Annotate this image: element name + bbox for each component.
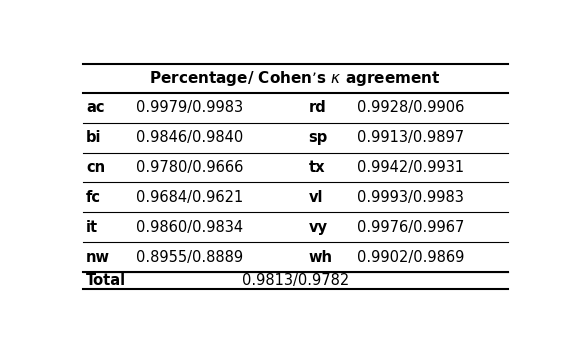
Text: tx: tx xyxy=(308,160,325,175)
Text: vy: vy xyxy=(308,220,327,235)
Text: Total: Total xyxy=(86,273,126,288)
Text: 0.9993/0.9983: 0.9993/0.9983 xyxy=(357,190,464,205)
Text: sp: sp xyxy=(308,130,328,145)
Text: 0.9813/0.9782: 0.9813/0.9782 xyxy=(241,273,349,288)
Text: 0.9979/0.9983: 0.9979/0.9983 xyxy=(135,100,242,115)
Text: 0.8955/0.8889: 0.8955/0.8889 xyxy=(135,250,242,265)
Text: bi: bi xyxy=(86,130,101,145)
Text: 0.9913/0.9897: 0.9913/0.9897 xyxy=(357,130,464,145)
Text: wh: wh xyxy=(308,250,332,265)
Text: 0.9780/0.9666: 0.9780/0.9666 xyxy=(135,160,243,175)
Text: it: it xyxy=(86,220,98,235)
Text: 0.9976/0.9967: 0.9976/0.9967 xyxy=(357,220,465,235)
Text: 0.9860/0.9834: 0.9860/0.9834 xyxy=(135,220,242,235)
Text: Percentage/ Cohen’s $\kappa$ agreement: Percentage/ Cohen’s $\kappa$ agreement xyxy=(149,69,441,88)
Text: cn: cn xyxy=(86,160,105,175)
Text: ac: ac xyxy=(86,100,104,115)
Text: 0.9928/0.9906: 0.9928/0.9906 xyxy=(357,100,465,115)
Text: 0.9942/0.9931: 0.9942/0.9931 xyxy=(357,160,464,175)
Text: 0.9684/0.9621: 0.9684/0.9621 xyxy=(135,190,243,205)
Text: rd: rd xyxy=(308,100,326,115)
Text: 0.9846/0.9840: 0.9846/0.9840 xyxy=(135,130,243,145)
Text: fc: fc xyxy=(86,190,101,205)
Text: vl: vl xyxy=(308,190,323,205)
Text: nw: nw xyxy=(86,250,110,265)
Text: 0.9902/0.9869: 0.9902/0.9869 xyxy=(357,250,465,265)
